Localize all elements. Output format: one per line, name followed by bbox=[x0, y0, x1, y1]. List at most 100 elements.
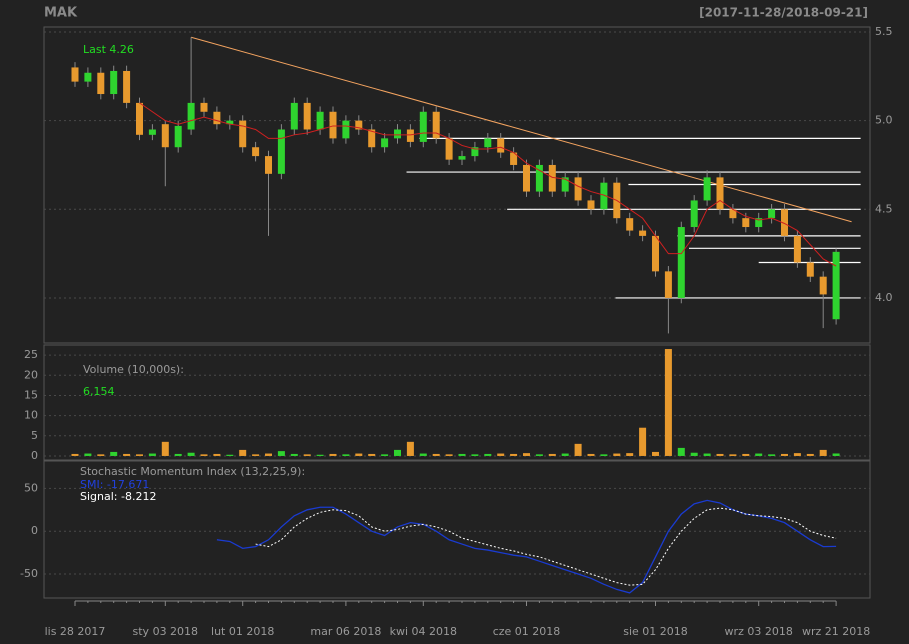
candle-body bbox=[471, 147, 479, 157]
smi-line bbox=[216, 499, 837, 594]
volume-bar bbox=[290, 453, 298, 456]
volume-bar bbox=[832, 453, 840, 456]
candle-body bbox=[303, 102, 311, 130]
y-tick-label: 0 bbox=[31, 449, 38, 462]
last-label: Last 4.26 bbox=[83, 43, 134, 56]
candle-body bbox=[329, 111, 337, 139]
signal-line bbox=[255, 507, 837, 586]
volume-bar bbox=[793, 453, 801, 456]
volume-bar bbox=[213, 453, 221, 456]
candle-body bbox=[600, 182, 608, 210]
volume-bar bbox=[406, 441, 414, 456]
candle-body bbox=[497, 138, 505, 153]
y-tick-label: 4.5 bbox=[875, 202, 893, 215]
y-tick-label: 0 bbox=[31, 524, 38, 537]
volume-bar bbox=[381, 454, 389, 456]
candle-body bbox=[136, 102, 143, 135]
volume-bar bbox=[419, 453, 427, 456]
candle-body bbox=[355, 120, 363, 130]
volume-bar bbox=[148, 453, 156, 456]
candle-body bbox=[768, 209, 776, 219]
date-range: [2017-11-28/2018-09-21] bbox=[699, 6, 868, 20]
candle-body bbox=[548, 164, 556, 192]
volume-bar bbox=[432, 453, 440, 456]
candle-body bbox=[161, 124, 169, 148]
volume-bar bbox=[535, 454, 543, 456]
y-tick-label: 20 bbox=[24, 368, 38, 381]
candle-body bbox=[832, 251, 840, 320]
candle-body bbox=[652, 235, 659, 272]
moving-average bbox=[139, 102, 837, 267]
volume-bar bbox=[97, 454, 105, 456]
volume-bar bbox=[368, 453, 376, 456]
y-tick-label: 5 bbox=[31, 429, 38, 442]
volume-bar bbox=[703, 453, 711, 456]
candle-body bbox=[587, 200, 595, 210]
candle-body bbox=[716, 177, 724, 210]
volume-bar bbox=[652, 451, 659, 456]
volume-bar bbox=[561, 453, 569, 456]
candle-body bbox=[187, 102, 195, 130]
volume-bar bbox=[574, 443, 582, 456]
volume-bar bbox=[110, 451, 118, 456]
candle-body bbox=[381, 138, 389, 148]
volume-bar bbox=[342, 454, 350, 456]
candle-body bbox=[432, 111, 440, 139]
x-tick-label: sie 01 2018 bbox=[623, 625, 688, 638]
volume-bar bbox=[458, 453, 466, 456]
volume-bar bbox=[265, 453, 272, 456]
candle-body bbox=[742, 218, 750, 228]
volume-value-label: 6,154 bbox=[83, 385, 115, 398]
candle-body bbox=[445, 138, 453, 160]
volume-bar bbox=[742, 453, 750, 456]
candle-body bbox=[819, 276, 827, 295]
volume-bar bbox=[523, 453, 530, 456]
candle-body bbox=[793, 235, 801, 263]
volume-bar bbox=[200, 454, 208, 456]
candle-body bbox=[406, 129, 414, 142]
candle-body bbox=[265, 156, 272, 174]
volume-bar bbox=[239, 449, 247, 456]
volume-bar bbox=[755, 453, 763, 456]
volume-bar bbox=[174, 453, 182, 456]
y-tick-label: 50 bbox=[24, 481, 38, 494]
y-tick-label: 5.0 bbox=[875, 114, 893, 127]
x-tick-label: lis 28 2017 bbox=[45, 625, 106, 638]
volume-bar bbox=[84, 453, 92, 456]
volume-bar bbox=[329, 453, 337, 456]
candle-body bbox=[523, 164, 530, 192]
volume-bar bbox=[729, 454, 737, 456]
y-tick-label: 5.5 bbox=[875, 25, 893, 38]
candle-body bbox=[458, 156, 466, 160]
candle-body bbox=[574, 177, 582, 201]
volume-bar bbox=[819, 449, 827, 456]
y-tick-label: -50 bbox=[20, 567, 38, 580]
candle-body bbox=[342, 120, 350, 139]
candle-body bbox=[252, 147, 260, 157]
candle-body bbox=[71, 67, 79, 82]
candle-body bbox=[394, 129, 401, 139]
y-tick-label: 10 bbox=[24, 409, 38, 422]
volume-bar bbox=[716, 453, 724, 456]
volume-bar bbox=[71, 453, 79, 456]
volume-bar bbox=[136, 454, 143, 456]
candle-body bbox=[677, 227, 685, 298]
candle-body bbox=[200, 102, 208, 112]
chart-title: MAK bbox=[44, 6, 78, 21]
volume-bar bbox=[123, 453, 131, 456]
volume-bar bbox=[187, 452, 195, 456]
x-tick-label: lut 01 2018 bbox=[211, 625, 274, 638]
volume-bar bbox=[277, 451, 285, 456]
volume-bar bbox=[639, 427, 647, 456]
candle-body bbox=[561, 177, 569, 192]
volume-bar bbox=[303, 454, 311, 456]
volume-bar bbox=[497, 453, 505, 456]
trend-line bbox=[190, 36, 852, 223]
x-tick-label: wrz 21 2018 bbox=[802, 625, 870, 638]
signal-label: Signal: -8.212 bbox=[80, 490, 156, 503]
candle-body bbox=[664, 271, 672, 298]
candle-body bbox=[84, 72, 92, 82]
x-tick-label: mar 06 2018 bbox=[310, 625, 381, 638]
volume-bar bbox=[626, 453, 634, 456]
